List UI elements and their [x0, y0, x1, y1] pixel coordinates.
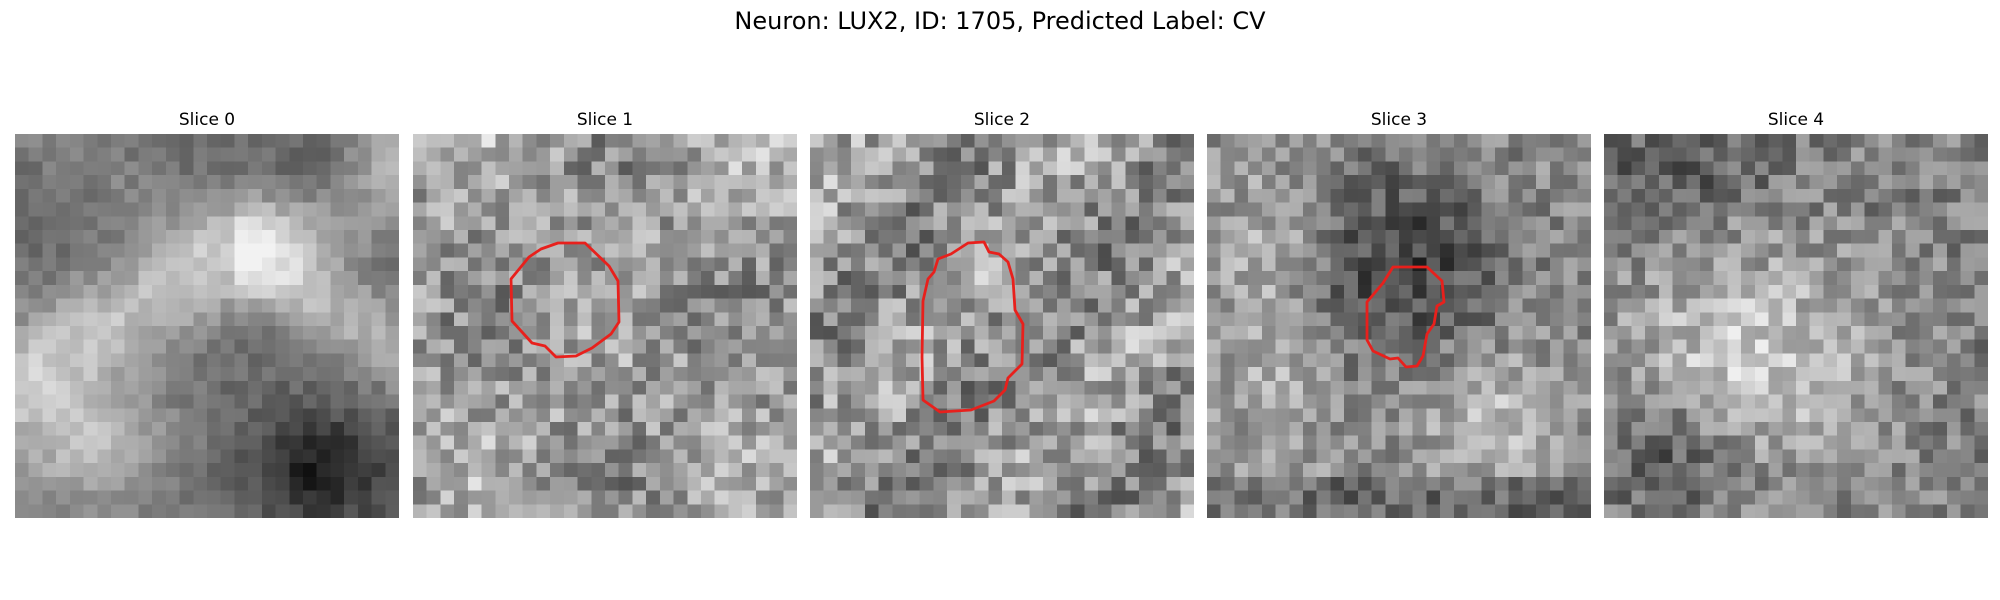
microscopy-image: [1207, 134, 1591, 518]
slice-image: [1207, 134, 1591, 518]
microscopy-image: [810, 134, 1194, 518]
slice-image: [15, 134, 399, 518]
slice-title: Slice 4: [1767, 110, 1825, 130]
roi-overlay: [1365, 265, 1446, 369]
slice-image: [810, 134, 1194, 518]
roi-overlay: [920, 240, 1025, 414]
slice-title: Slice 3: [1370, 110, 1428, 130]
slice-panel-0: Slice 0: [15, 108, 399, 518]
figure-title: Neuron: LUX2, ID: 1705, Predicted Label:…: [734, 7, 1266, 35]
slice-title: Slice 1: [576, 110, 634, 130]
microscopy-image: [15, 134, 399, 518]
slice-title: Slice 0: [178, 110, 236, 130]
slice-image: [1604, 134, 1988, 518]
slice-image: [413, 134, 797, 518]
slice-panel-2: Slice 2: [810, 108, 1194, 518]
slice-panel-4: Slice 4: [1604, 108, 1988, 518]
slice-panel-1: Slice 1: [413, 108, 797, 518]
roi-overlay: [509, 241, 621, 359]
microscopy-image: [413, 134, 797, 518]
microscopy-image: [1604, 134, 1988, 518]
roi-contour: [920, 240, 1025, 414]
roi-contour: [509, 241, 621, 359]
slice-title: Slice 2: [973, 110, 1031, 130]
roi-contour: [1365, 265, 1446, 369]
slice-panel-3: Slice 3: [1207, 108, 1591, 518]
